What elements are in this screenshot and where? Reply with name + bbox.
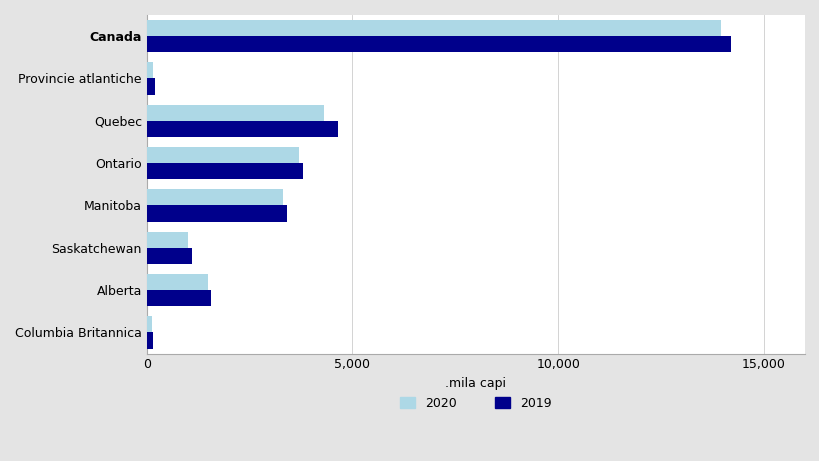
Bar <box>147 248 192 264</box>
Legend: 2020, 2019: 2020, 2019 <box>395 392 555 415</box>
Bar <box>147 36 730 52</box>
Bar <box>147 163 303 179</box>
Bar <box>147 316 152 332</box>
Bar <box>147 20 720 36</box>
Bar <box>147 290 210 306</box>
Bar <box>147 105 324 121</box>
Bar <box>147 206 287 222</box>
Bar <box>147 78 154 95</box>
Bar <box>147 121 337 137</box>
Bar <box>147 62 152 78</box>
X-axis label: .mila capi: .mila capi <box>445 377 506 390</box>
Bar <box>147 274 208 290</box>
Bar <box>147 147 299 163</box>
Bar <box>147 189 283 206</box>
Bar <box>147 332 153 349</box>
Bar <box>147 232 188 248</box>
